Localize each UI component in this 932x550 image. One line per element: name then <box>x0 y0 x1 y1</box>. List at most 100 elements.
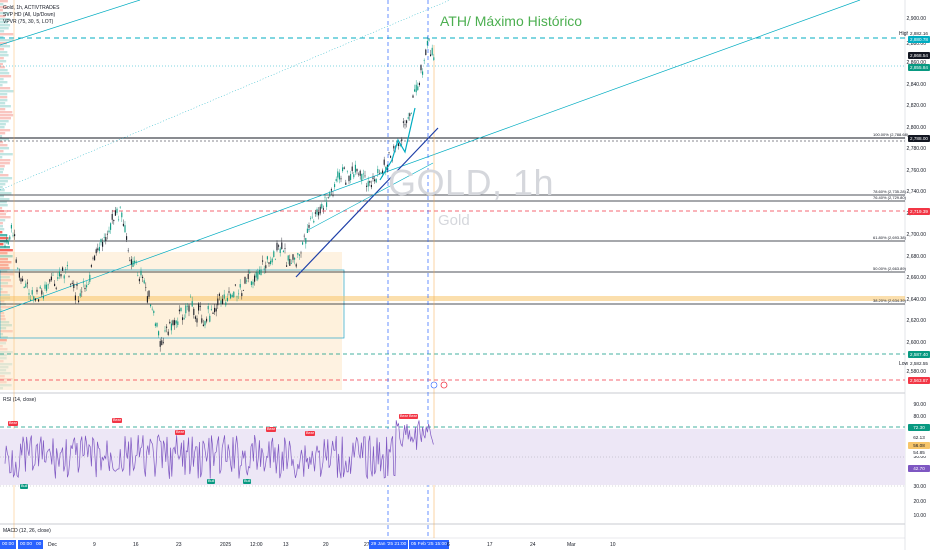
candle-body[interactable] <box>287 255 289 261</box>
candle-body[interactable] <box>134 260 136 263</box>
candle-body[interactable] <box>92 257 94 259</box>
candle-body[interactable] <box>73 283 75 289</box>
level-2587-tag[interactable]: 2,587.40 <box>908 351 930 358</box>
candle-body[interactable] <box>78 300 80 303</box>
candle-body[interactable] <box>177 321 179 326</box>
candle-body[interactable] <box>166 326 168 328</box>
candle-body[interactable] <box>300 252 302 254</box>
candle-body[interactable] <box>22 278 24 281</box>
candle-body[interactable] <box>20 278 22 282</box>
candle-body[interactable] <box>286 265 288 267</box>
candle-body[interactable] <box>36 289 38 292</box>
candle-body[interactable] <box>145 287 147 288</box>
candle-body[interactable] <box>422 71 424 75</box>
candle-body[interactable] <box>58 271 60 277</box>
candle-body[interactable] <box>340 178 342 180</box>
svp-legend[interactable]: SVP HD (All, Up/Down) <box>3 12 56 18</box>
candle-body[interactable] <box>143 280 145 284</box>
candle-body[interactable] <box>302 242 304 245</box>
candle-body[interactable] <box>278 245 280 247</box>
candle-body[interactable] <box>428 38 430 41</box>
candle-body[interactable] <box>420 65 422 71</box>
candle-body[interactable] <box>52 274 54 276</box>
candle-body[interactable] <box>6 239 8 241</box>
candle-body[interactable] <box>124 225 126 233</box>
candle-body[interactable] <box>150 304 152 307</box>
candle-body[interactable] <box>105 237 107 241</box>
candle-body[interactable] <box>68 276 70 277</box>
candle-body[interactable] <box>119 206 121 208</box>
cyan-trendline[interactable] <box>307 162 434 231</box>
teal-channel-line-main[interactable] <box>0 0 861 313</box>
level-2788-tag[interactable]: 2,788.00 <box>908 135 930 142</box>
candle-body[interactable] <box>215 308 217 312</box>
candle-body[interactable] <box>137 275 139 277</box>
candle-body[interactable] <box>271 258 273 263</box>
candle-body[interactable] <box>385 166 387 171</box>
candle-body[interactable] <box>415 84 417 93</box>
candle-body[interactable] <box>90 265 92 267</box>
candle-body[interactable] <box>330 189 332 191</box>
candle-body[interactable] <box>57 277 59 279</box>
candle-body[interactable] <box>222 298 224 305</box>
blue-ascending-trendline[interactable] <box>295 127 439 278</box>
candle-body[interactable] <box>207 306 209 310</box>
candle-body[interactable] <box>65 269 67 270</box>
ath-annotation[interactable]: ATH/ Máximo Histórico <box>440 13 583 29</box>
candle-body[interactable] <box>337 171 339 178</box>
candle-body[interactable] <box>274 258 276 260</box>
candle-body[interactable] <box>223 294 225 299</box>
alert-icon[interactable] <box>440 381 448 389</box>
candle-body[interactable] <box>382 170 384 173</box>
candle-body[interactable] <box>164 330 166 332</box>
candles[interactable] <box>4 36 435 352</box>
candle-body[interactable] <box>114 210 116 216</box>
candle-body[interactable] <box>255 272 257 278</box>
candle-body[interactable] <box>418 82 420 86</box>
candle-body[interactable] <box>239 284 241 288</box>
candle-body[interactable] <box>132 260 134 267</box>
candle-body[interactable] <box>338 172 340 180</box>
candle-body[interactable] <box>407 117 409 119</box>
candle-body[interactable] <box>206 318 208 322</box>
candle-body[interactable] <box>196 318 198 323</box>
candle-body[interactable] <box>289 258 291 266</box>
candle-body[interactable] <box>254 275 256 282</box>
candle-body[interactable] <box>246 280 248 282</box>
candle-body[interactable] <box>146 296 148 303</box>
candle-body[interactable] <box>111 213 113 220</box>
candle-body[interactable] <box>326 202 328 207</box>
candle-body[interactable] <box>98 246 100 251</box>
candle-body[interactable] <box>310 217 312 219</box>
candle-body[interactable] <box>390 156 392 158</box>
candle-body[interactable] <box>244 276 246 284</box>
candle-body[interactable] <box>406 120 408 124</box>
candle-body[interactable] <box>129 260 131 262</box>
candle-body[interactable] <box>86 285 88 288</box>
candle-body[interactable] <box>369 180 371 183</box>
candle-body[interactable] <box>321 204 323 209</box>
candle-body[interactable] <box>241 293 243 297</box>
candle-body[interactable] <box>170 323 172 331</box>
candle-body[interactable] <box>12 235 14 237</box>
projection-arrow[interactable] <box>379 107 416 181</box>
candle-body[interactable] <box>348 175 350 182</box>
candle-body[interactable] <box>230 294 232 299</box>
candle-body[interactable] <box>359 170 361 176</box>
candle-body[interactable] <box>161 340 163 346</box>
candle-body[interactable] <box>257 272 259 280</box>
candle-body[interactable] <box>423 59 425 61</box>
candle-body[interactable] <box>186 305 188 307</box>
candle-body[interactable] <box>242 290 244 291</box>
candle-body[interactable] <box>361 173 363 181</box>
candle-body[interactable] <box>33 296 35 300</box>
current-price-tag[interactable]: 2,868.54 <box>908 52 930 59</box>
candle-body[interactable] <box>202 324 204 327</box>
candle-body[interactable] <box>18 272 20 278</box>
candle-body[interactable] <box>228 291 230 293</box>
candle-body[interactable] <box>84 287 86 290</box>
candle-body[interactable] <box>276 242 278 251</box>
candle-body[interactable] <box>41 290 43 295</box>
candle-body[interactable] <box>154 323 156 326</box>
candle-body[interactable] <box>209 315 211 322</box>
